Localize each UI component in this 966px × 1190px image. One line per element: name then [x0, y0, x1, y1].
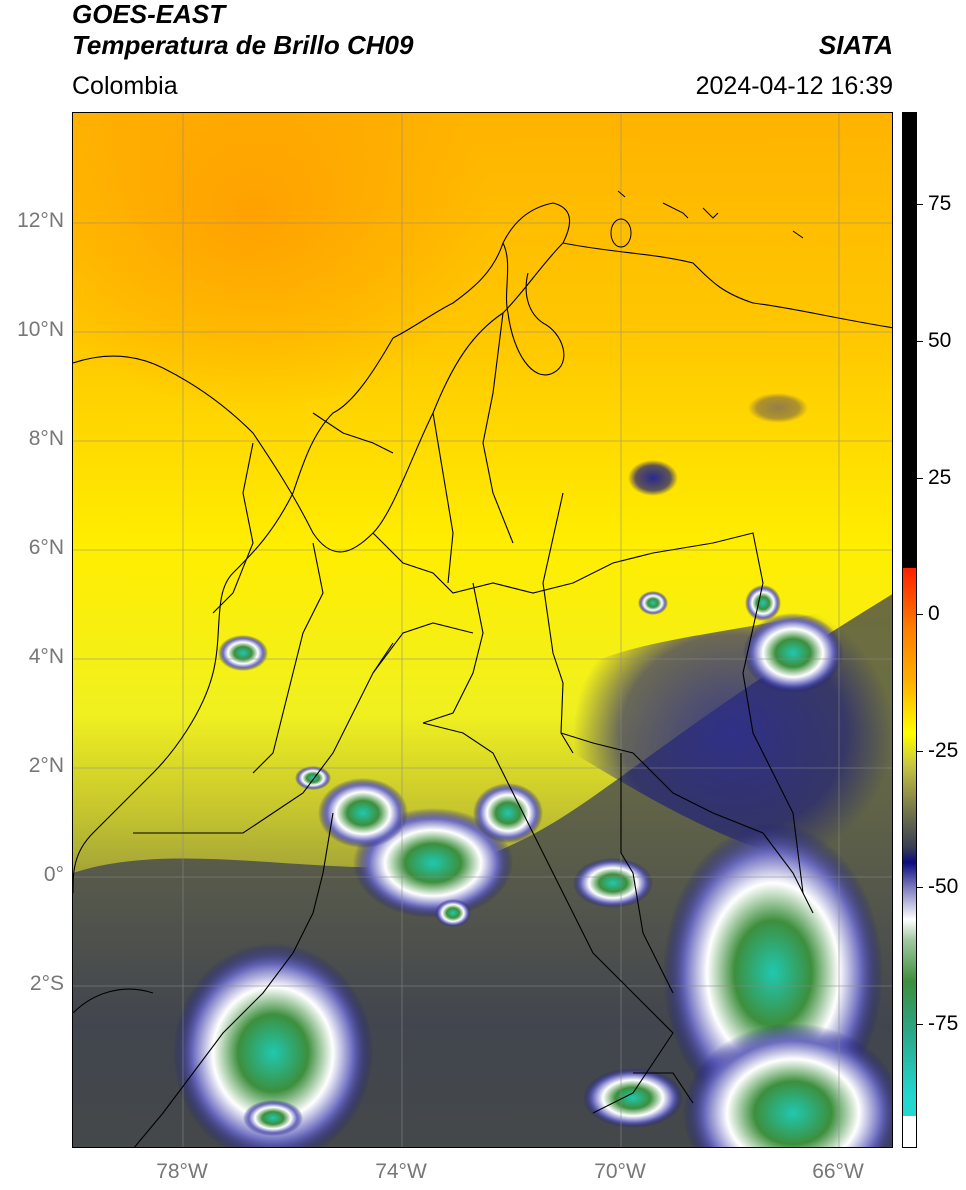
colorbar-label-minus25: -25 — [928, 739, 959, 762]
lat-label-10n: 10°N — [17, 318, 64, 341]
borders — [73, 202, 892, 1147]
convective-cloud — [683, 1023, 892, 1147]
islands — [610, 190, 804, 248]
map-svg — [73, 113, 892, 1147]
colorbar-label-25: 25 — [928, 466, 952, 489]
lat-label-0: 0° — [43, 863, 64, 886]
lat-label-2n: 2°N — [28, 754, 64, 777]
lon-label-70w: 70°W — [594, 1160, 646, 1183]
brand-label: SIATA — [818, 30, 893, 60]
lon-label-66w: 66°W — [812, 1160, 864, 1183]
convective-cloud — [318, 778, 408, 848]
colorbar-label-75: 75 — [928, 192, 952, 215]
lat-label-6n: 6°N — [28, 536, 64, 559]
satellite-map — [72, 112, 893, 1148]
lon-label-74w: 74°W — [375, 1160, 427, 1183]
colorbar-label-minus75: -75 — [928, 1012, 959, 1035]
lat-label-2s: 2°S — [29, 972, 64, 995]
convective-cloud — [583, 1068, 683, 1128]
convective-cloud — [743, 613, 843, 693]
colorbar-label-50: 50 — [928, 329, 952, 352]
product-title: Temperatura de Brillo CH09 — [72, 30, 414, 60]
satellite-title: GOES-EAST — [72, 0, 226, 29]
lon-label-78w: 78°W — [156, 1160, 208, 1183]
colorbar-label-0: 0 — [928, 602, 940, 625]
graticule — [73, 113, 892, 1147]
convective-cloud — [573, 858, 653, 908]
lat-label-12n: 12°N — [17, 209, 64, 232]
convective-cloud — [473, 783, 543, 843]
convective-cloud — [173, 943, 373, 1147]
colorbar — [902, 112, 917, 1148]
lat-label-8n: 8°N — [28, 427, 64, 450]
region-label: Colombia — [72, 72, 178, 100]
convective-cloud — [218, 635, 268, 671]
datetime-label: 2024-04-12 16:39 — [695, 72, 893, 100]
colorbar-label-minus50: -50 — [928, 875, 959, 898]
lat-label-4n: 4°N — [28, 645, 64, 668]
